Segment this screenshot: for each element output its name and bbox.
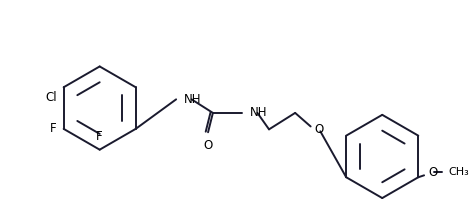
Text: O: O: [315, 123, 324, 136]
Text: CH₃: CH₃: [448, 167, 469, 177]
Text: O: O: [428, 166, 437, 179]
Text: F: F: [96, 130, 103, 143]
Text: NH: NH: [184, 93, 201, 106]
Text: F: F: [50, 122, 57, 135]
Text: Cl: Cl: [45, 91, 57, 104]
Text: NH: NH: [250, 106, 267, 119]
Text: O: O: [204, 139, 212, 152]
